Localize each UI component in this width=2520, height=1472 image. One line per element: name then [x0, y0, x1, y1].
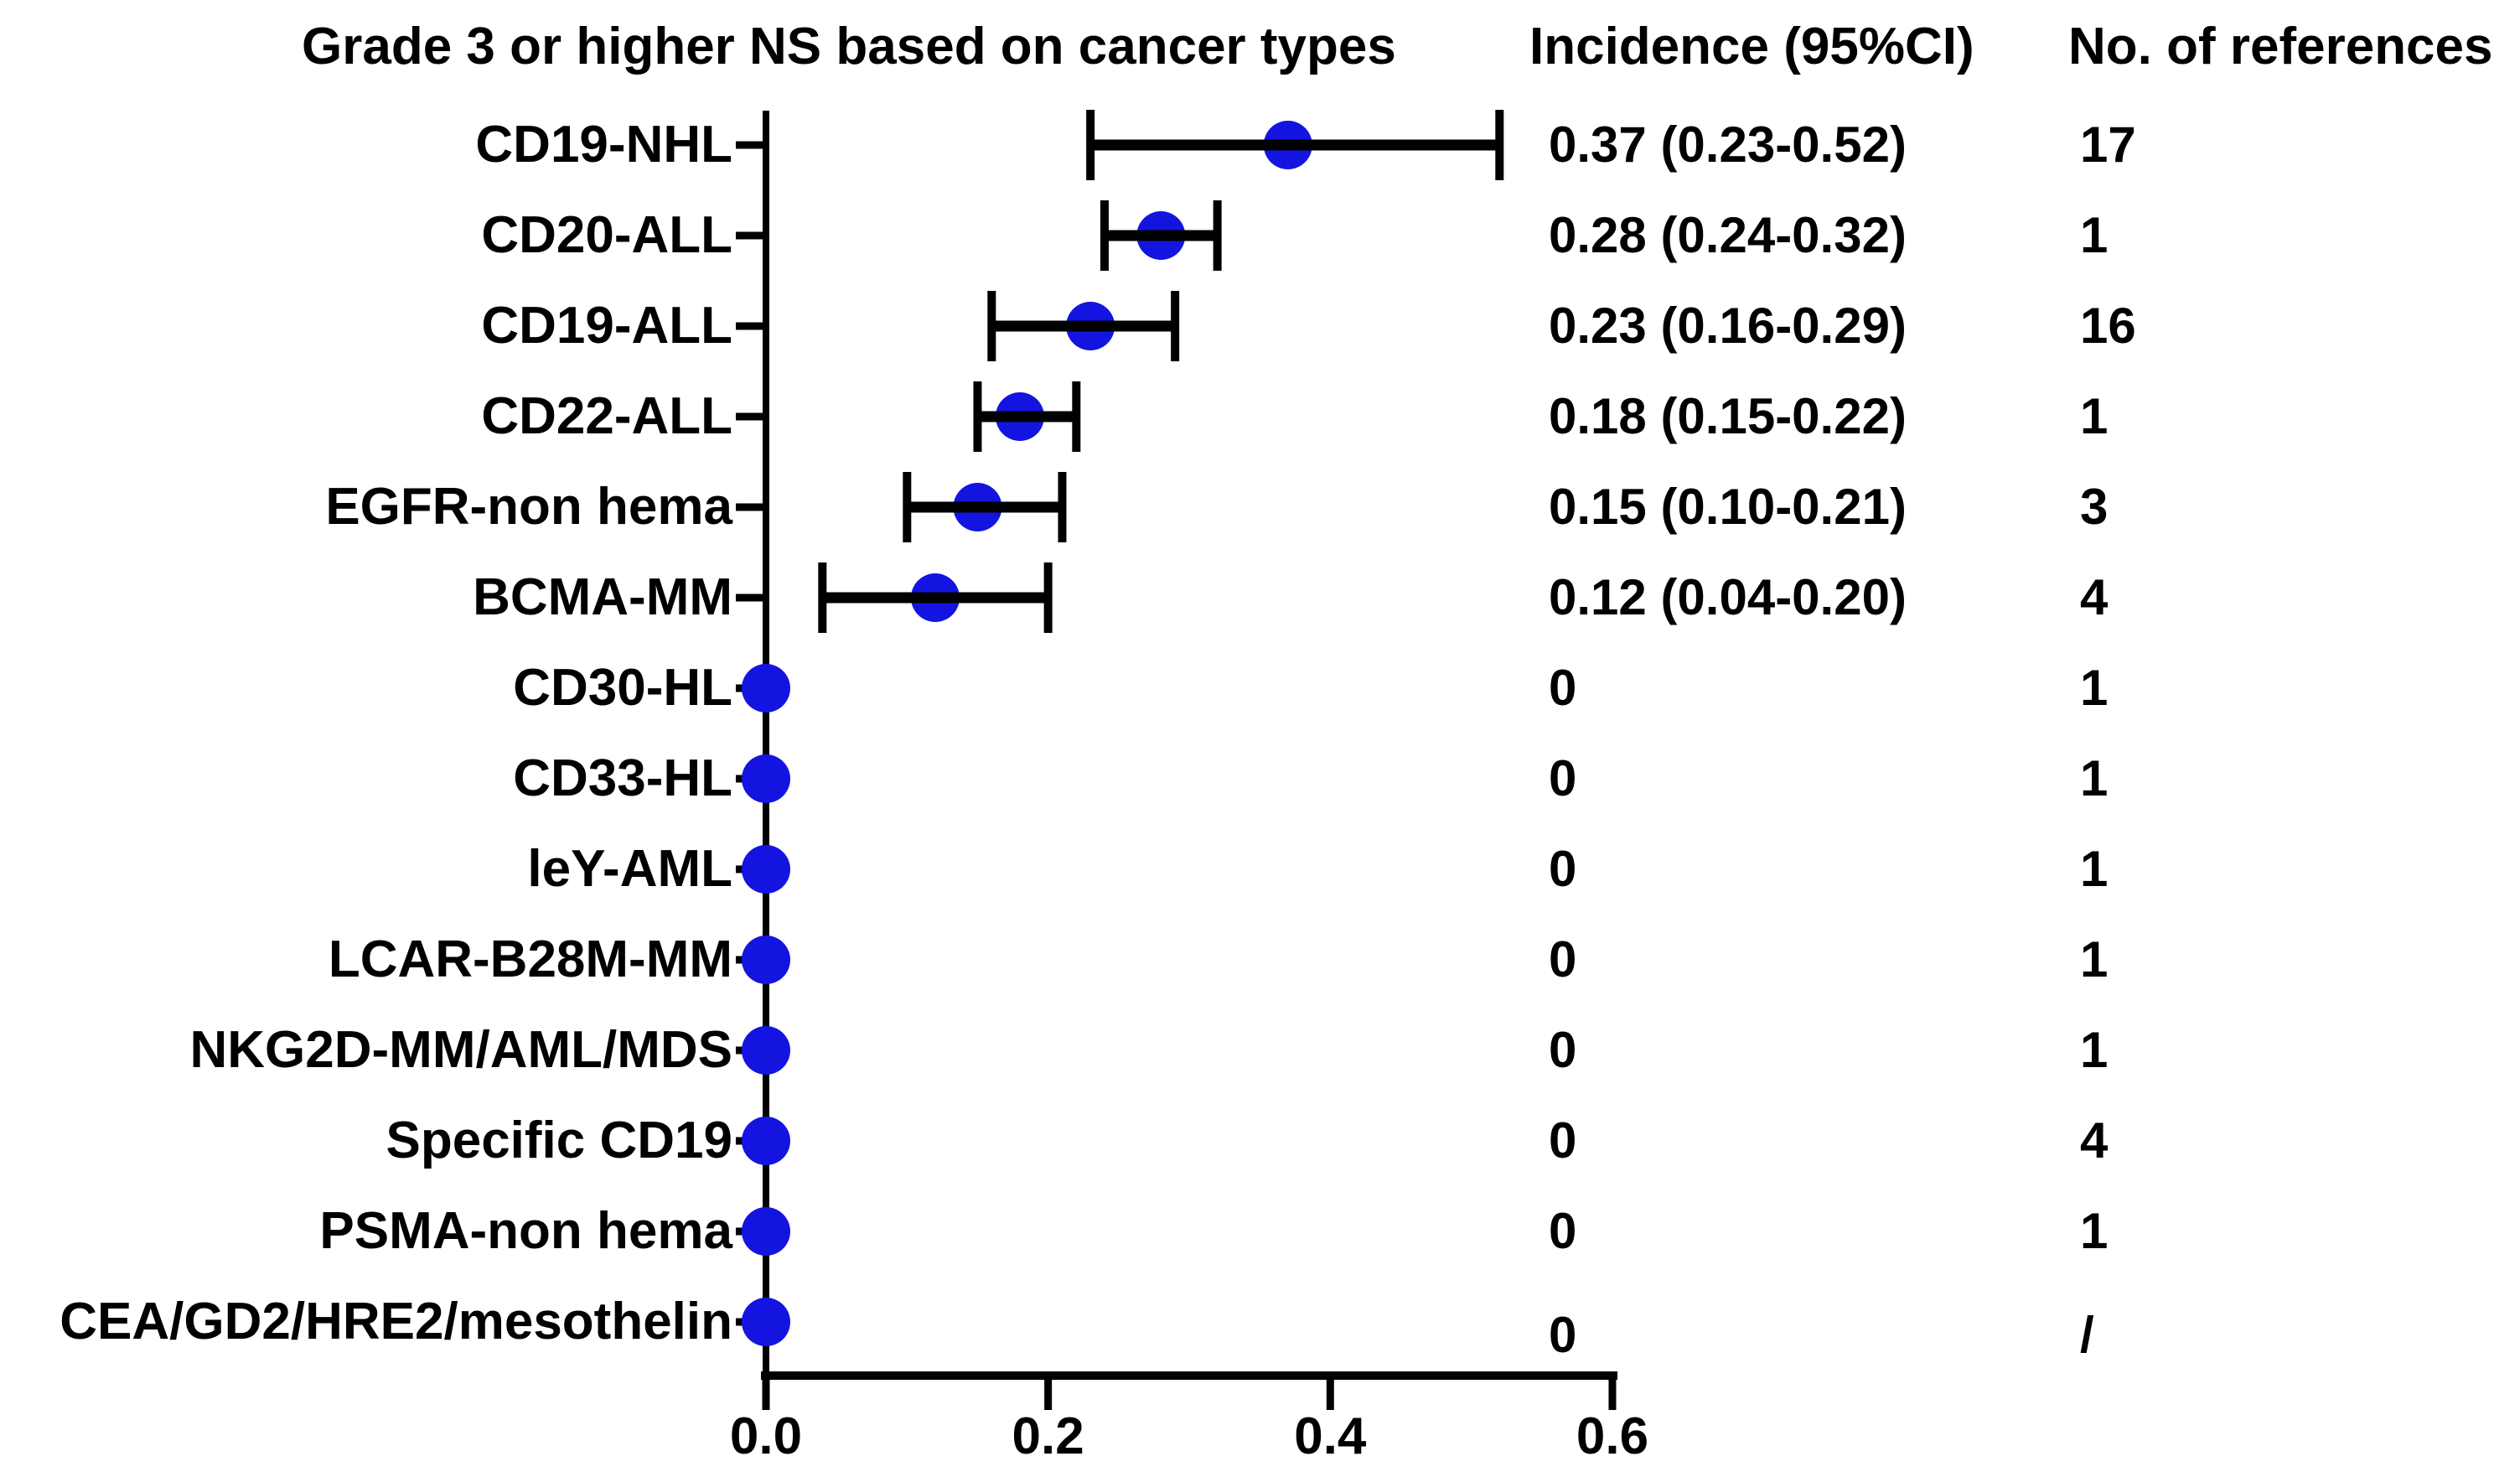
row-incidence-value: 0.28 (0.24-0.32)	[1549, 207, 1907, 263]
data-point-marker	[742, 845, 790, 894]
row-label: CD22-ALL	[481, 387, 732, 445]
row-incidence-value: 0	[1549, 931, 1577, 987]
data-point-marker	[742, 1026, 790, 1075]
x-tick-label: 0.6	[1576, 1407, 1649, 1465]
row-references-count: 16	[2080, 298, 2136, 354]
row-label: CEA/GD2/HRE2/mesothelin	[60, 1293, 732, 1350]
row-references-count: 3	[2080, 479, 2109, 535]
row-references-count: 4	[2080, 1112, 2109, 1169]
row-label: BCMA-MM	[473, 568, 732, 626]
column-header-references: No. of references	[2068, 18, 2493, 75]
row-references-count: 1	[2080, 841, 2109, 897]
row-label: CD30-HL	[513, 659, 732, 717]
row-incidence-value: 0	[1549, 1112, 1577, 1169]
row-incidence-value: 0	[1549, 1203, 1577, 1259]
row-references-count: 4	[2080, 569, 2109, 625]
row-label: CD20-ALL	[481, 206, 732, 264]
row-references-count: 1	[2080, 1022, 2109, 1078]
data-point-marker	[742, 754, 790, 803]
row-label: CD33-HL	[513, 749, 732, 807]
row-label: PSMA-non hema	[319, 1202, 732, 1260]
row-incidence-value: 0	[1549, 1022, 1577, 1078]
row-label: CD19-NHL	[475, 116, 732, 174]
row-incidence-value: 0.12 (0.04-0.20)	[1549, 569, 1907, 625]
column-header-incidence: Incidence (95%CI)	[1529, 18, 1974, 75]
row-incidence-value: 0	[1549, 660, 1577, 716]
x-tick-label: 0.4	[1294, 1407, 1367, 1465]
data-point-marker	[742, 1298, 790, 1346]
row-incidence-value: 0.23 (0.16-0.29)	[1549, 298, 1907, 354]
row-incidence-value: 0.37 (0.23-0.52)	[1549, 117, 1907, 173]
row-references-count: 1	[2080, 660, 2109, 716]
row-label: LCAR-B28M-MM	[328, 930, 732, 988]
row-incidence-value: 0.18 (0.15-0.22)	[1549, 388, 1907, 444]
data-point-marker	[742, 664, 790, 713]
row-label: leY-AML	[527, 840, 732, 898]
row-incidence-value: 0	[1549, 841, 1577, 897]
row-label: CD19-ALL	[481, 297, 732, 355]
data-point-marker	[742, 936, 790, 984]
row-label: EGFR-non hema	[325, 478, 732, 536]
row-label: Specific CD19	[386, 1112, 732, 1169]
row-label: NKG2D-MM/AML/MDS	[189, 1021, 733, 1079]
data-point-marker	[742, 1207, 790, 1256]
data-point-marker	[742, 1117, 790, 1165]
row-references-count: 1	[2080, 931, 2109, 987]
row-references-count: 17	[2080, 117, 2136, 173]
x-tick-label: 0.2	[1012, 1407, 1084, 1465]
chart-title: Grade 3 or higher NS based on cancer typ…	[302, 18, 1396, 75]
row-references-count: 1	[2080, 750, 2109, 806]
row-references-count: 1	[2080, 388, 2109, 444]
x-tick-label: 0.0	[729, 1407, 803, 1465]
row-incidence-value: 0	[1549, 750, 1577, 806]
row-references-count: /	[2080, 1307, 2094, 1363]
row-incidence-value: 0	[1549, 1307, 1577, 1363]
row-references-count: 1	[2080, 207, 2109, 263]
row-references-count: 1	[2080, 1203, 2109, 1259]
row-incidence-value: 0.15 (0.10-0.21)	[1549, 479, 1907, 535]
